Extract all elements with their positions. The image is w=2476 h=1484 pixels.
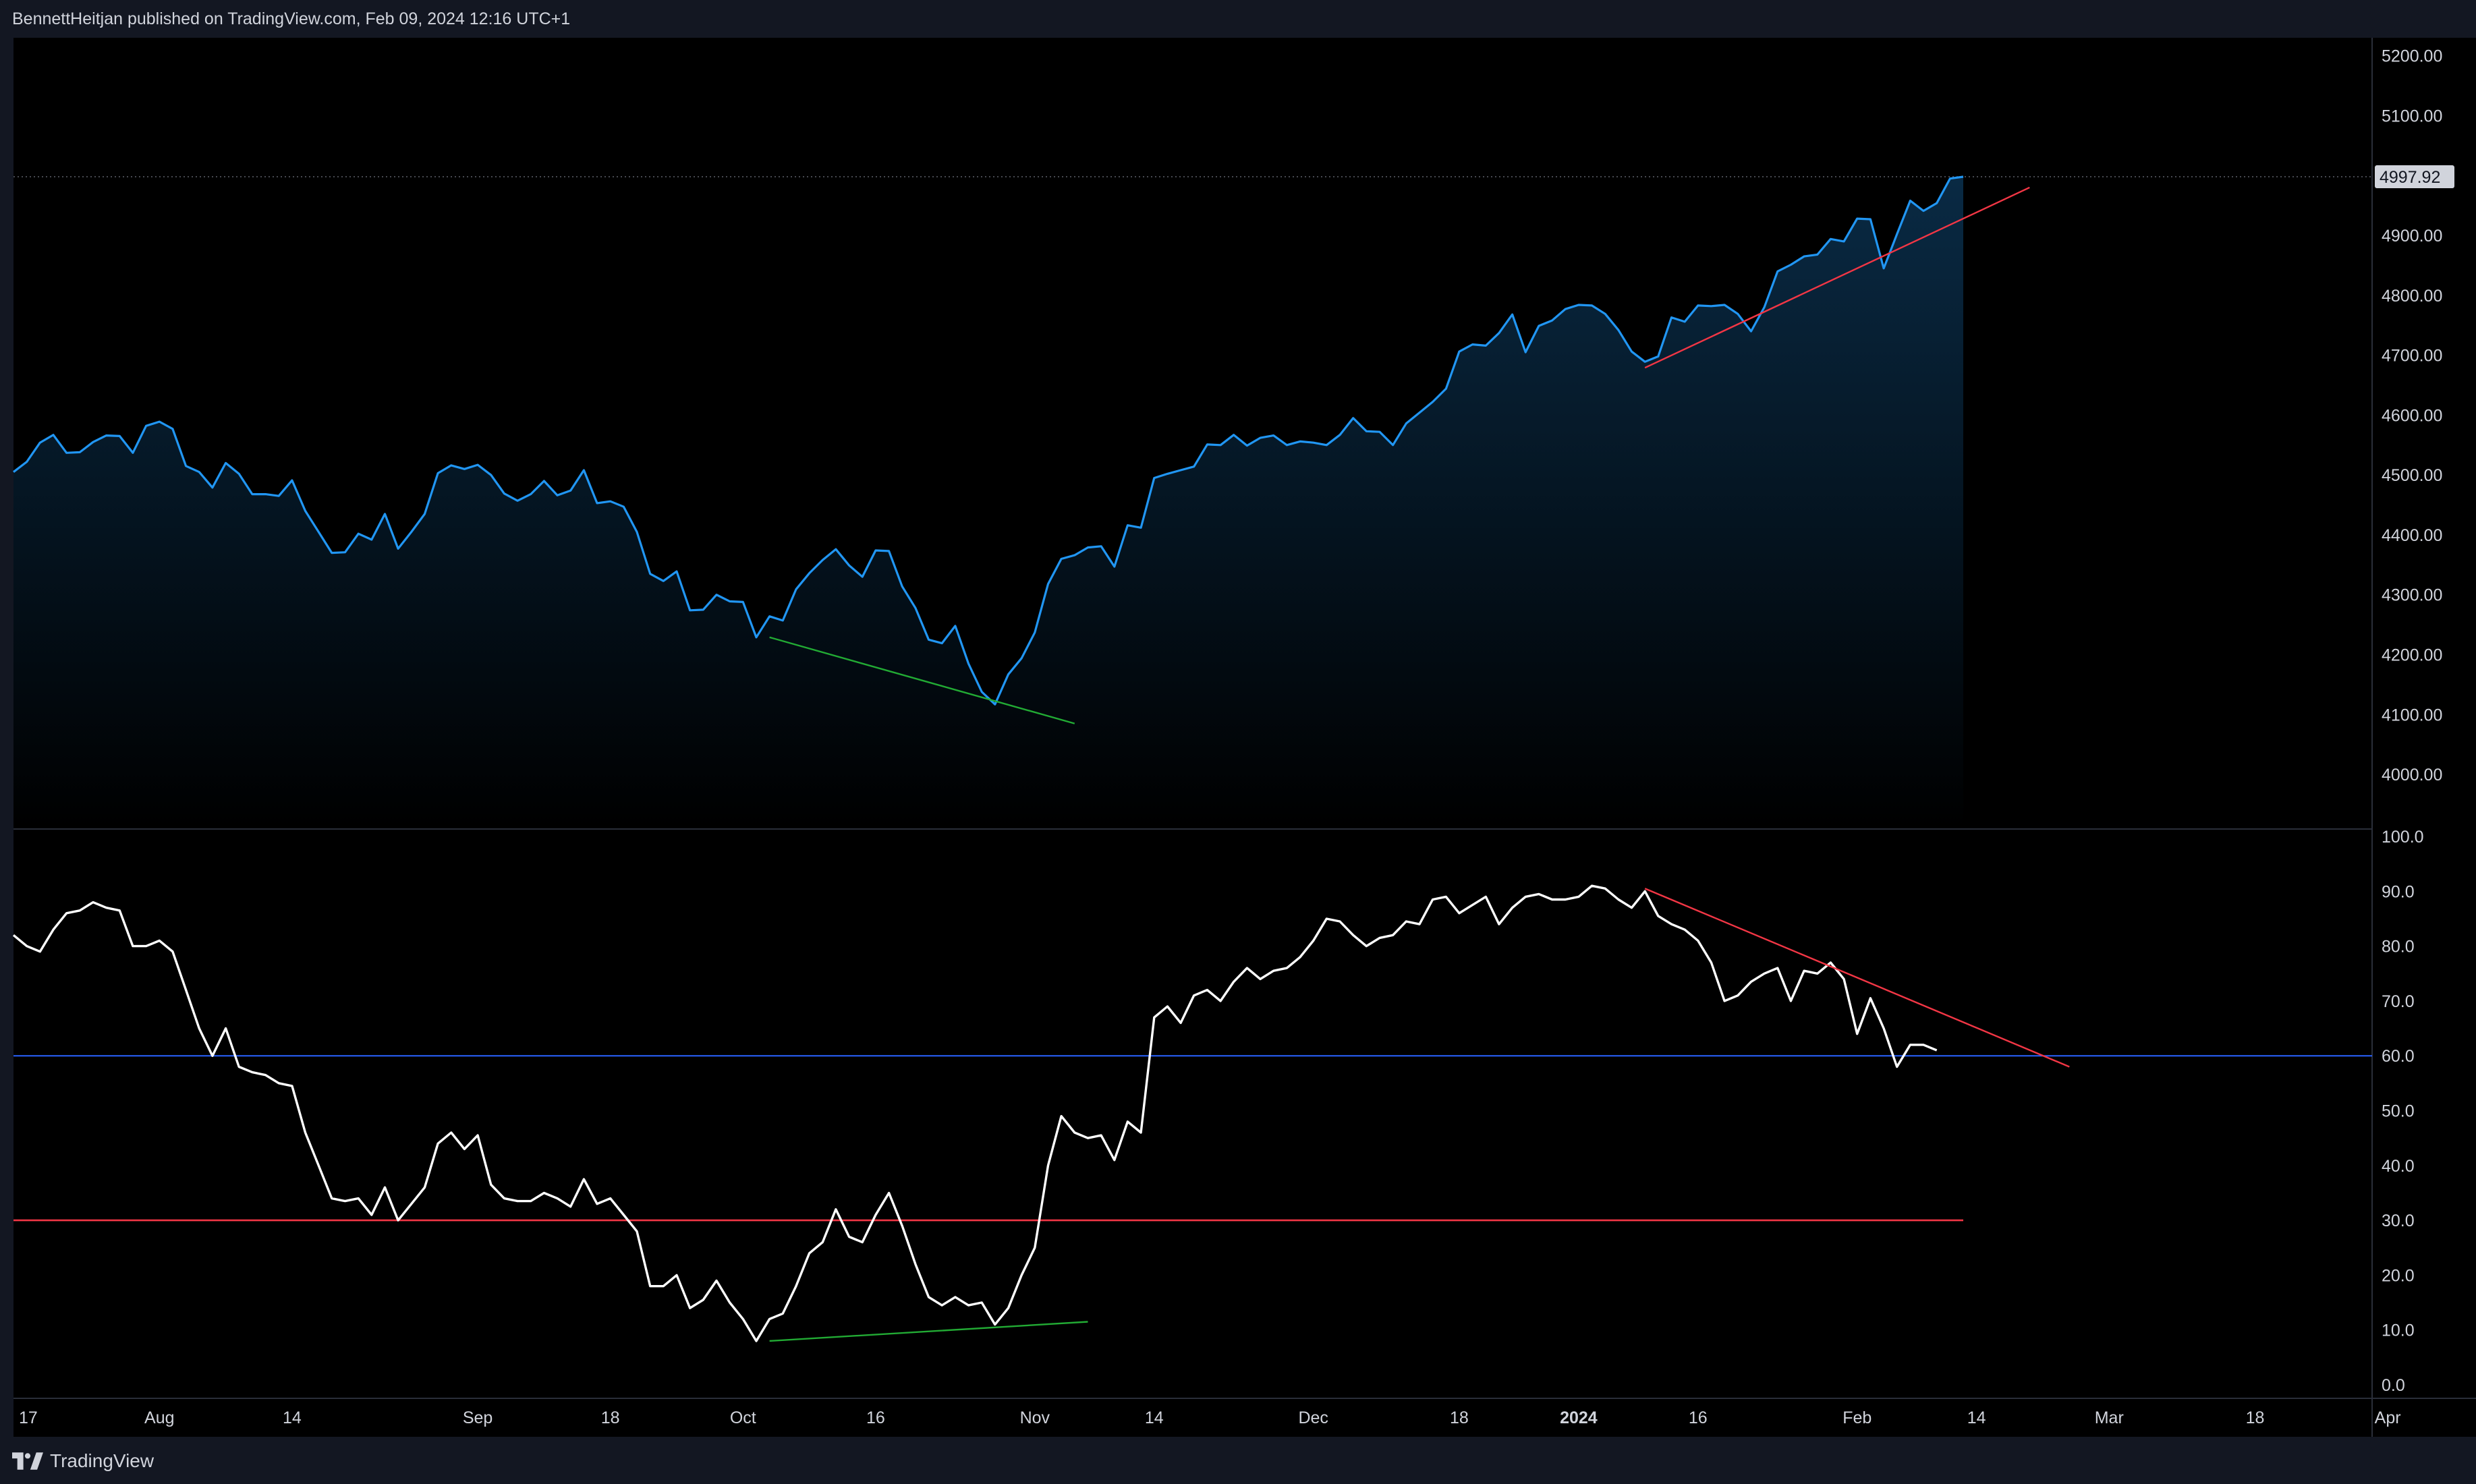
rsi-axis-tick: 40.0 bbox=[2382, 1157, 2415, 1176]
time-axis-tick: Feb bbox=[1842, 1408, 1872, 1427]
price-axis-tick: 4400.00 bbox=[2382, 526, 2442, 545]
rsi-axis-tick: 60.0 bbox=[2382, 1047, 2415, 1066]
time-axis-tick: 16 bbox=[1689, 1408, 1708, 1427]
rsi-axis-tick: 0.0 bbox=[2382, 1376, 2405, 1395]
time-axis-tick: Dec bbox=[1298, 1408, 1328, 1427]
time-axis-tick: Oct bbox=[730, 1408, 756, 1427]
tradingview-logo[interactable]: TradingView bbox=[12, 1450, 154, 1472]
time-axis-background bbox=[13, 1399, 2372, 1437]
time-axis-tick: 17 bbox=[19, 1408, 38, 1427]
last-price-badge bbox=[2375, 165, 2454, 189]
price-axis-tick: 4800.00 bbox=[2382, 287, 2442, 306]
price-axis-tick: 4500.00 bbox=[2382, 466, 2442, 485]
price-axis-tick: 4600.00 bbox=[2382, 406, 2442, 425]
last-price-label: 4997.92 bbox=[2380, 168, 2440, 187]
price-axis-tick: 4000.00 bbox=[2382, 766, 2442, 784]
chart-area[interactable]: 5200.00 5100.00 4900.00 4800.00 4700.00 4600.… bbox=[0, 38, 2476, 1437]
rsi-axis-tick: 30.0 bbox=[2382, 1211, 2415, 1230]
price-axis-tick: 4700.00 bbox=[2382, 347, 2442, 366]
rsi-pane: 100.0 90.0 80.0 70.0 60.0 50.0 40.0 30.0 20.0 10.… bbox=[12, 828, 2424, 1395]
rsi-axis-tick: 80.0 bbox=[2382, 938, 2415, 957]
footer-bar: TradingView bbox=[0, 1437, 2476, 1484]
rsi-axis-tick: 10.0 bbox=[2382, 1321, 2415, 1340]
time-axis: 17 Aug 14 Sep 18 Oct 16 Nov 14 Dec 18 2024 16 Feb 14 Ma… bbox=[19, 1408, 2401, 1427]
header-bar: BennettHeitjan published on TradingView.… bbox=[0, 0, 2476, 38]
time-axis-tick: Apr bbox=[2375, 1408, 2401, 1427]
tradingview-brand: TradingView bbox=[50, 1450, 154, 1471]
time-axis-tick: 14 bbox=[1967, 1408, 1986, 1427]
time-axis-tick: 18 bbox=[1450, 1408, 1469, 1427]
time-axis-tick: Aug bbox=[144, 1408, 174, 1427]
price-axis-background bbox=[2372, 38, 2476, 1437]
bullish-divergence-price bbox=[769, 636, 1075, 724]
time-axis-tick: Mar bbox=[2095, 1408, 2124, 1427]
rsi-pane-background bbox=[13, 830, 2372, 1398]
rsi-axis-tick: 100.0 bbox=[2382, 828, 2424, 847]
time-axis-tick: Sep bbox=[463, 1408, 493, 1427]
rsi-axis-tick: 20.0 bbox=[2382, 1266, 2415, 1285]
price-pane: 5200.00 5100.00 4900.00 4800.00 4700.00 4600.… bbox=[13, 47, 2454, 828]
price-axis-tick: 4900.00 bbox=[2382, 227, 2442, 246]
price-axis-tick: 5100.00 bbox=[2382, 107, 2442, 125]
bullish-divergence-rsi bbox=[769, 1321, 1088, 1342]
rsi-axis-tick: 70.0 bbox=[2382, 992, 2415, 1011]
time-axis-tick: 18 bbox=[2246, 1408, 2265, 1427]
rsi-axis-tick: 50.0 bbox=[2382, 1102, 2415, 1121]
time-axis-tick: 14 bbox=[1145, 1408, 1164, 1427]
publish-attribution: BennettHeitjan published on TradingView.… bbox=[12, 9, 571, 28]
tradingview-logo-icon bbox=[12, 1452, 43, 1470]
price-axis-tick: 4100.00 bbox=[2382, 706, 2442, 724]
rsi-series-line bbox=[12, 884, 1938, 1342]
time-axis-tick: 18 bbox=[601, 1408, 620, 1427]
price-series-line bbox=[13, 175, 1964, 706]
time-axis-tick: 2024 bbox=[1560, 1408, 1598, 1427]
time-axis-tick: 16 bbox=[866, 1408, 885, 1427]
price-axis-tick: 5200.00 bbox=[2382, 47, 2442, 66]
time-axis-tick: 14 bbox=[283, 1408, 302, 1427]
bearish-divergence-price bbox=[1644, 186, 2030, 369]
price-axis-tick: 4300.00 bbox=[2382, 586, 2442, 605]
rsi-axis-tick: 90.0 bbox=[2382, 882, 2415, 901]
price-axis-tick: 4200.00 bbox=[2382, 646, 2442, 665]
time-axis-tick: Nov bbox=[1020, 1408, 1050, 1427]
price-area-fill bbox=[13, 177, 1963, 828]
bearish-divergence-rsi bbox=[1644, 888, 2070, 1068]
